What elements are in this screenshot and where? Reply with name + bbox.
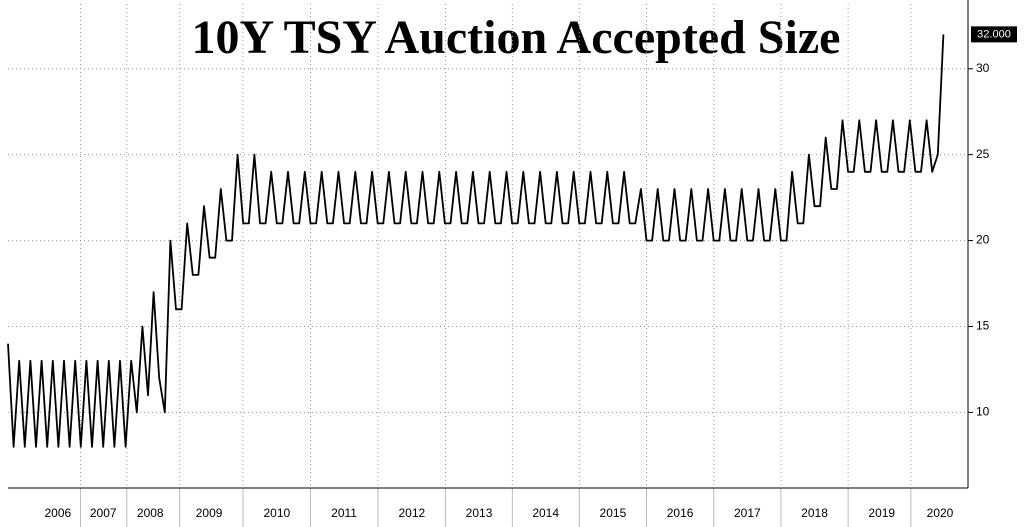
x-tick-label: 2012 [398,506,425,520]
x-tick-label: 2011 [331,506,357,520]
last-value-box [971,26,1017,43]
x-tick-label: 2013 [466,506,493,520]
x-tick-label: 2006 [44,506,71,520]
x-tick-label: 2016 [667,506,694,520]
x-tick-label: 2018 [801,506,828,520]
x-tick-label: 2020 [927,506,954,520]
x-tick-label: 2019 [868,506,895,520]
y-tick-label: 25 [976,147,990,161]
x-tick-label: 2007 [90,506,117,520]
last-value-label: 32.000 [977,28,1011,40]
x-tick-label: 2014 [532,506,559,520]
y-tick-label: 15 [976,319,990,333]
x-tick-label: 2017 [734,506,761,520]
x-tick-label: 2010 [263,506,290,520]
x-tick-label: 2008 [137,506,164,520]
y-tick-label: 10 [976,405,990,419]
x-tick-label: 2015 [600,506,627,520]
x-tick-label: 2009 [196,506,223,520]
y-tick-label: 30 [976,61,990,75]
y-tick-label: 20 [976,233,990,247]
chart-title: 10Y TSY Auction Accepted Size [192,11,841,64]
line [7,34,945,448]
